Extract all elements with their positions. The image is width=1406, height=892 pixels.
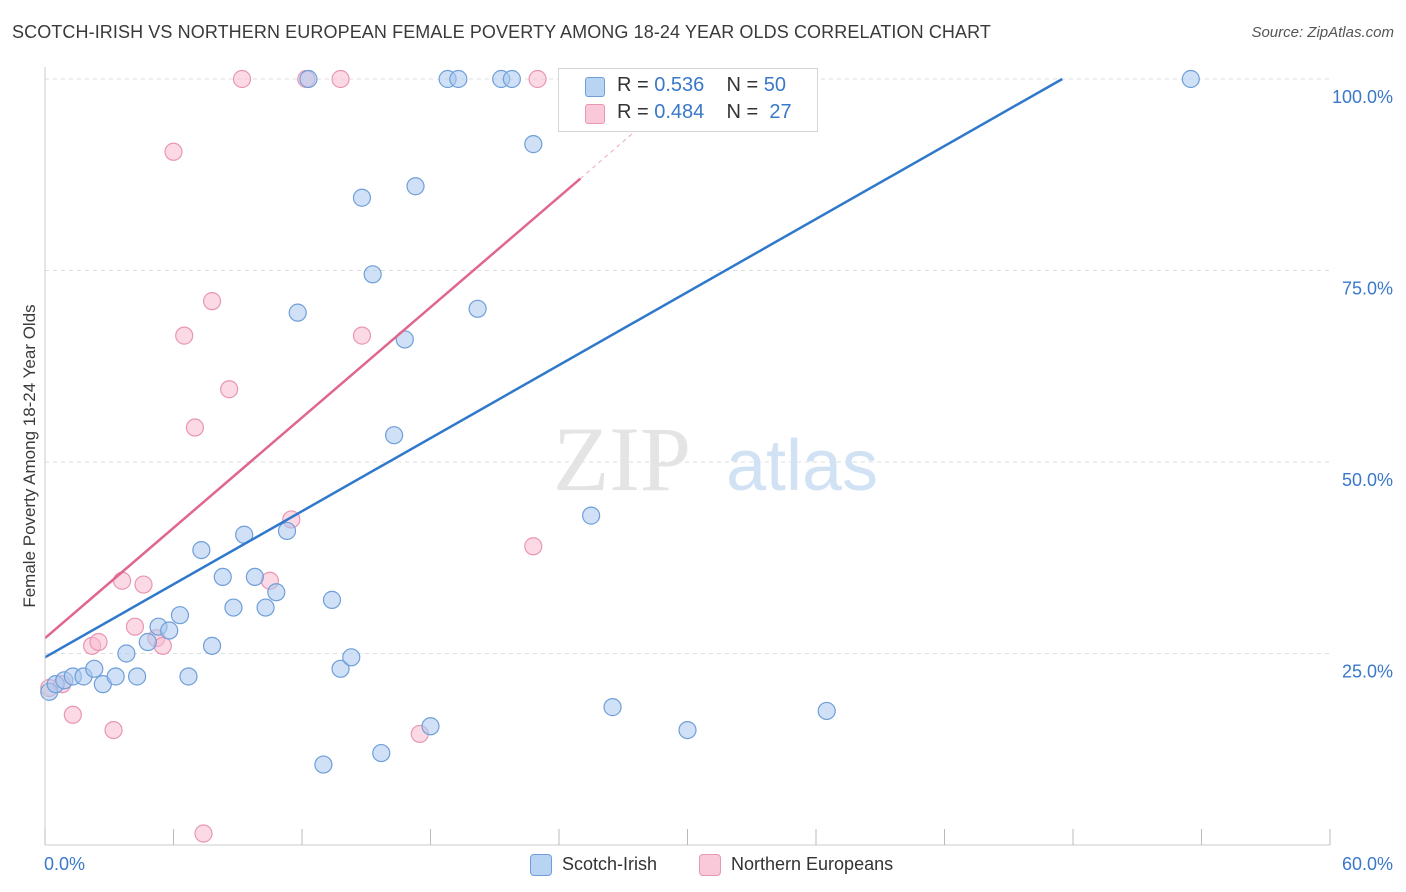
data-point-scotch-irish (817, 701, 836, 721)
data-point-scotch-irish (138, 632, 157, 652)
data-point-scotch-irish (314, 755, 333, 774)
data-point-scotch-irish (170, 606, 190, 625)
data-point-northern-europeans (352, 326, 372, 345)
trendline-northern-europeans (44, 177, 582, 640)
series-northern-europeans (40, 69, 547, 843)
data-point-northern-europeans (202, 292, 222, 311)
data-point-scotch-irish (406, 177, 425, 196)
legend-n-value-northern-europeans: 27 (769, 101, 792, 123)
legend-r-label: R = (617, 101, 649, 123)
data-point-scotch-irish (299, 69, 318, 89)
data-point-scotch-irish (1181, 69, 1200, 89)
data-point-scotch-irish (678, 720, 697, 740)
legend-r-value-scotch-irish: 0.536 (654, 74, 705, 96)
x-tick-label: 0.0% (44, 854, 85, 874)
correlation-legend: R = 0.536 N = 50 R = 0.484 N = 27 (558, 68, 818, 132)
source-label: Source: ZipAtlas.com (1251, 24, 1394, 41)
data-point-scotch-irish (85, 659, 104, 678)
watermark-zip: ZIP (553, 408, 691, 510)
legend-swatch-northern-europeans (699, 854, 721, 876)
data-point-scotch-irish (245, 567, 264, 587)
data-point-scotch-irish (160, 621, 179, 640)
data-point-scotch-irish (372, 743, 391, 763)
trendline-scotch-irish (44, 77, 1063, 659)
series-scotch-irish (40, 69, 1200, 774)
y-tick-label: 100.0% (1332, 87, 1393, 107)
data-point-northern-europeans (112, 571, 132, 590)
legend-label-northern-europeans: Northern Europeans (731, 854, 894, 874)
legend-label-scotch-irish: Scotch-Irish (562, 854, 658, 874)
data-point-scotch-irish (524, 135, 543, 154)
watermark: ZIP atlas (553, 408, 878, 510)
data-point-scotch-irish (106, 667, 125, 686)
data-point-scotch-irish (127, 667, 147, 686)
data-point-scotch-irish (322, 590, 342, 609)
chart-title: SCOTCH-IRISH VS NORTHERN EUROPEAN FEMALE… (12, 22, 992, 42)
data-point-northern-europeans (232, 69, 252, 89)
data-point-northern-europeans (89, 632, 108, 652)
legend-n-label: N = (726, 101, 759, 123)
data-point-scotch-irish (342, 648, 361, 667)
legend-n-value-scotch-irish: 50 (763, 74, 787, 96)
legend-swatch-scotch-irish (585, 77, 605, 97)
data-point-northern-europeans (125, 617, 145, 636)
data-point-northern-europeans (524, 537, 543, 556)
data-point-scotch-irish (352, 188, 372, 207)
data-point-scotch-irish (202, 636, 222, 655)
data-point-northern-europeans (63, 705, 82, 724)
data-point-scotch-irish (179, 667, 198, 686)
legend-n-label: N = (726, 74, 759, 96)
data-point-scotch-irish (331, 659, 350, 678)
watermark-atlas: atlas (726, 426, 878, 506)
grid-layer (45, 78, 1330, 654)
data-point-northern-europeans (185, 418, 205, 437)
data-point-scotch-irish (363, 265, 382, 284)
data-point-northern-europeans (194, 824, 213, 843)
data-point-scotch-irish (277, 521, 297, 541)
legend-swatch-scotch-irish (530, 854, 552, 876)
data-point-northern-europeans (134, 575, 153, 594)
data-point-scotch-irish (224, 598, 243, 617)
data-point-scotch-irish (384, 426, 404, 445)
axes-layer: 25.0% 50.0% 75.0% 100.0% 0.0% 60.0% (44, 67, 1393, 874)
data-point-scotch-irish (468, 299, 487, 318)
data-point-scotch-irish (213, 567, 232, 587)
series-legend: Scotch-Irish Northern Europeans (0, 852, 1406, 878)
data-point-northern-europeans (331, 69, 350, 89)
data-point-scotch-irish (582, 506, 601, 525)
data-point-scotch-irish (449, 69, 468, 89)
legend-swatch-northern-europeans (585, 104, 605, 124)
y-tick-label: 25.0% (1342, 662, 1393, 682)
data-point-scotch-irish (502, 69, 521, 89)
trendlines (44, 77, 1063, 659)
data-point-northern-europeans (528, 69, 547, 89)
y-tick-label: 50.0% (1342, 470, 1393, 490)
data-point-scotch-irish (117, 644, 136, 663)
data-point-northern-europeans (104, 720, 123, 740)
data-point-northern-europeans (153, 636, 172, 655)
data-point-northern-europeans (175, 326, 194, 345)
data-point-scotch-irish (603, 698, 622, 717)
legend-r-label: R = (617, 74, 649, 96)
x-tick-label: 60.0% (1342, 854, 1393, 874)
data-point-scotch-irish (267, 583, 286, 602)
data-point-northern-europeans (164, 142, 183, 161)
data-point-scotch-irish (256, 598, 275, 617)
data-point-northern-europeans (220, 380, 239, 399)
y-tick-label: 75.0% (1342, 279, 1393, 299)
data-point-scotch-irish (421, 717, 440, 736)
data-point-scotch-irish (288, 303, 307, 322)
legend-r-value-northern-europeans: 0.484 (654, 101, 705, 123)
data-point-scotch-irish (192, 540, 211, 560)
